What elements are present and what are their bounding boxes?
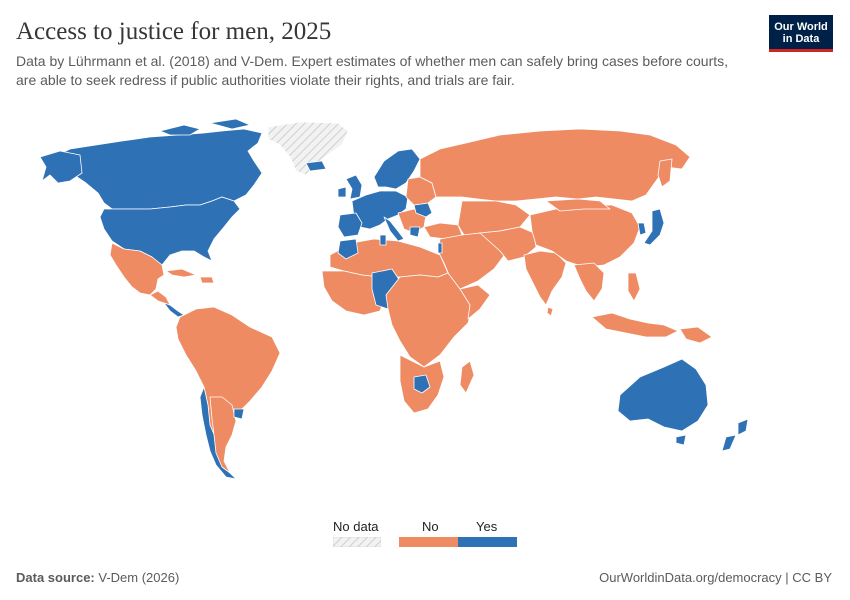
region-new-zealand[interactable] [721, 418, 749, 452]
legend-yes-swatch[interactable] [458, 537, 517, 547]
region-india[interactable] [523, 250, 567, 306]
region-png[interactable] [679, 326, 713, 344]
region-mongolia[interactable] [545, 198, 611, 212]
region-indonesia[interactable] [591, 312, 679, 338]
region-tunisia[interactable] [379, 234, 387, 246]
region-costa-rica-panama[interactable] [163, 302, 185, 318]
source-label: Data source: [16, 570, 95, 585]
chart-title: Access to justice for men, 2025 [16, 18, 332, 45]
region-mexico[interactable] [109, 242, 165, 296]
source-value: V-Dem (2026) [98, 570, 180, 585]
logo-line-1: Our World [774, 21, 828, 33]
owid-logo[interactable]: Our World in Data [769, 15, 833, 52]
region-kamchatka[interactable] [657, 158, 673, 188]
region-west-africa[interactable] [321, 270, 387, 316]
region-chile[interactable] [199, 386, 237, 480]
footer-source: Data source: V-Dem (2026) [16, 570, 179, 585]
region-morocco[interactable] [337, 238, 359, 260]
legend-nodata-swatch[interactable] [333, 537, 381, 547]
region-central-africa[interactable] [385, 272, 475, 368]
region-tasmania[interactable] [675, 434, 687, 446]
region-central-america[interactable] [149, 290, 171, 306]
region-philippines[interactable] [627, 272, 641, 302]
region-japan[interactable] [643, 208, 665, 246]
region-iran-afghanistan[interactable] [479, 226, 537, 262]
region-uruguay[interactable] [233, 408, 245, 420]
region-madagascar[interactable] [459, 360, 475, 394]
region-australia[interactable] [617, 358, 709, 432]
region-horn-of-africa[interactable] [459, 284, 491, 320]
region-southeast-asia[interactable] [573, 262, 605, 302]
region-alaska[interactable] [39, 150, 83, 184]
region-iceland[interactable] [305, 160, 327, 172]
region-sri-lanka[interactable] [546, 306, 554, 317]
region-korea[interactable] [637, 222, 647, 236]
legend-no-swatch[interactable] [399, 537, 458, 547]
region-israel[interactable] [437, 242, 443, 254]
region-greece[interactable] [409, 226, 421, 238]
footer-link[interactable]: OurWorldinData.org/democracy | CC BY [599, 570, 832, 585]
region-cuba[interactable] [165, 268, 197, 278]
region-hispaniola[interactable] [199, 276, 215, 284]
region-argentina[interactable] [209, 396, 237, 474]
legend-no-label: No [422, 519, 439, 534]
region-italy[interactable] [383, 216, 405, 242]
region-russia[interactable] [419, 128, 691, 202]
world-map[interactable] [0, 105, 850, 505]
region-uk-ireland[interactable] [337, 174, 363, 200]
region-botswana[interactable] [413, 374, 431, 394]
legend-nodata-label: No data [333, 519, 379, 534]
legend-yes-label: Yes [476, 519, 498, 534]
region-iberia[interactable] [337, 212, 363, 238]
chart-subtitle: Data by Lührmann et al. (2018) and V-Dem… [16, 53, 729, 88]
region-arctic-islands[interactable] [159, 118, 251, 136]
map-legend: No data No Yes [333, 518, 523, 550]
logo-line-2: in Data [782, 33, 820, 45]
